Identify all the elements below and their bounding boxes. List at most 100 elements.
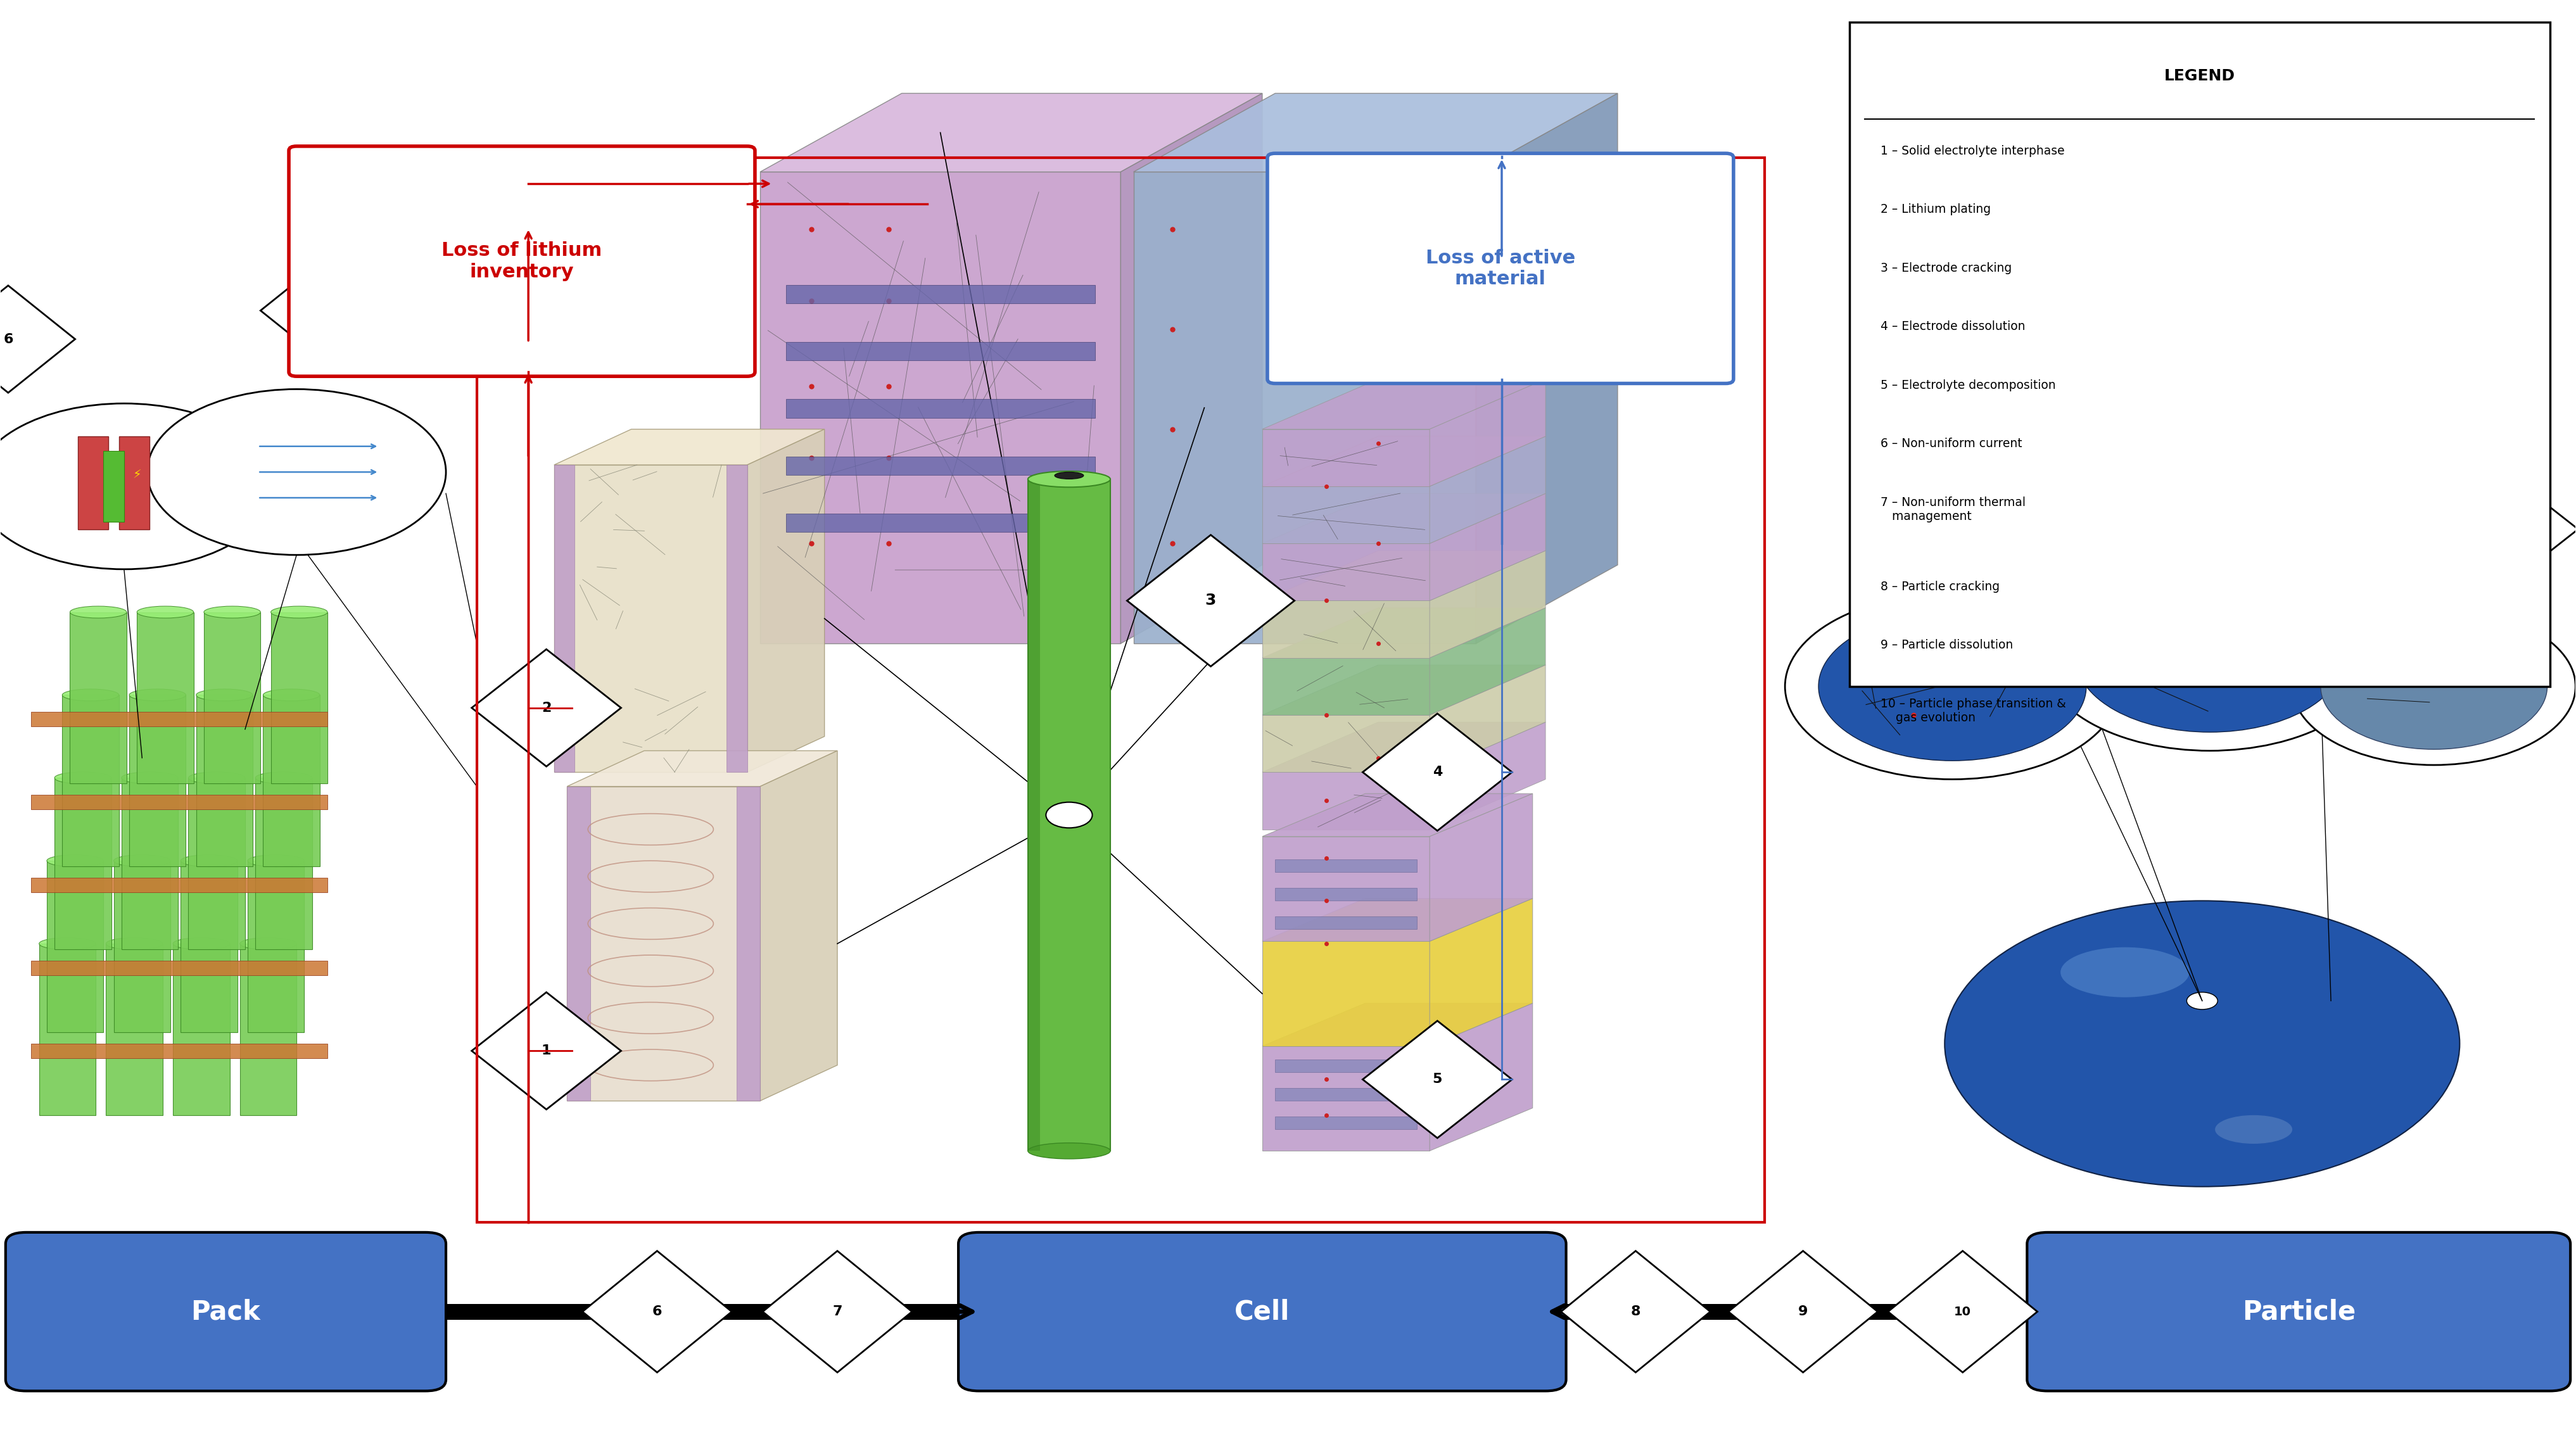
Bar [137, 612, 193, 784]
Text: 10: 10 [2496, 523, 2512, 535]
Polygon shape [1128, 535, 1293, 666]
Bar [103, 450, 124, 522]
Bar [554, 465, 747, 772]
FancyBboxPatch shape [1267, 153, 1734, 383]
Bar [77, 436, 108, 529]
FancyBboxPatch shape [289, 146, 755, 376]
Circle shape [1945, 901, 2460, 1187]
Polygon shape [1852, 470, 2002, 588]
Bar [196, 695, 252, 867]
FancyBboxPatch shape [2027, 1233, 2571, 1391]
Bar [62, 695, 118, 867]
Text: 3: 3 [1206, 593, 1216, 608]
Polygon shape [1363, 1021, 1512, 1138]
Bar [54, 778, 111, 950]
Polygon shape [1262, 493, 1546, 543]
Text: Loss of lithium
inventory: Loss of lithium inventory [440, 242, 603, 282]
Bar [1275, 1088, 1417, 1101]
Bar [786, 342, 1095, 360]
Ellipse shape [255, 772, 312, 784]
FancyBboxPatch shape [1850, 21, 2550, 686]
Ellipse shape [1880, 638, 1945, 664]
Bar [121, 778, 178, 950]
Text: Loss of active
material: Loss of active material [1425, 249, 1577, 289]
Ellipse shape [62, 689, 118, 701]
Bar [70, 612, 126, 784]
Text: 1: 1 [541, 1044, 551, 1057]
Bar [240, 944, 296, 1115]
Text: 9: 9 [1798, 1306, 1808, 1318]
Circle shape [2321, 623, 2548, 749]
Text: 7 – Non-uniform thermal
   management: 7 – Non-uniform thermal management [1880, 496, 2025, 522]
Bar [567, 787, 590, 1101]
Polygon shape [1262, 794, 1533, 837]
Ellipse shape [121, 772, 178, 784]
Bar [1262, 715, 1430, 772]
Bar [737, 787, 760, 1101]
Text: LEGEND: LEGEND [2164, 69, 2236, 84]
FancyBboxPatch shape [958, 1233, 1566, 1391]
Ellipse shape [173, 938, 229, 950]
Polygon shape [1430, 898, 1533, 1047]
Ellipse shape [2215, 1115, 2293, 1144]
Bar [31, 961, 327, 975]
Text: 1 – Solid electrolyte interphase: 1 – Solid electrolyte interphase [1880, 144, 2063, 157]
Bar [786, 513, 1095, 532]
Circle shape [1785, 593, 2120, 779]
Ellipse shape [204, 606, 260, 618]
Bar [1262, 429, 1430, 486]
Circle shape [147, 389, 446, 555]
Bar [31, 712, 327, 726]
Bar [1275, 859, 1417, 872]
Polygon shape [1888, 1251, 2038, 1373]
Text: 7: 7 [322, 305, 332, 317]
Bar [31, 878, 327, 892]
Bar [1028, 479, 1110, 1151]
Ellipse shape [70, 606, 126, 618]
Bar [113, 861, 170, 1032]
Bar [786, 456, 1095, 475]
Text: 8: 8 [1922, 523, 1932, 536]
Polygon shape [1262, 379, 1546, 429]
Bar [1262, 486, 1430, 543]
Text: o₂: o₂ [2499, 645, 2506, 652]
Text: 5: 5 [1432, 1072, 1443, 1085]
Polygon shape [1133, 93, 1618, 172]
Circle shape [2076, 583, 2344, 732]
Text: 3 – Electrode cracking: 3 – Electrode cracking [1880, 262, 2012, 275]
Polygon shape [1363, 714, 1512, 831]
Bar [786, 285, 1095, 303]
Polygon shape [760, 751, 837, 1101]
Bar [270, 612, 327, 784]
Polygon shape [1262, 665, 1546, 715]
Circle shape [1819, 612, 2087, 761]
Text: ⚡: ⚡ [131, 469, 142, 480]
Bar [726, 465, 747, 772]
Ellipse shape [2138, 609, 2202, 635]
Text: 10 – Particle phase transition &
    gas evolution: 10 – Particle phase transition & gas evo… [1880, 698, 2066, 724]
Polygon shape [582, 1251, 732, 1373]
Polygon shape [1262, 436, 1546, 486]
Bar [46, 861, 103, 1032]
Polygon shape [1430, 379, 1546, 486]
Ellipse shape [2061, 947, 2190, 997]
Polygon shape [1430, 493, 1546, 601]
Bar [173, 944, 229, 1115]
Bar [1262, 543, 1430, 601]
Polygon shape [1430, 608, 1546, 715]
Ellipse shape [270, 606, 327, 618]
Bar [1275, 917, 1417, 930]
Text: 4: 4 [1432, 766, 1443, 778]
Circle shape [2293, 608, 2576, 765]
Polygon shape [0, 286, 75, 393]
Polygon shape [260, 257, 394, 365]
Bar [1028, 479, 1041, 1151]
Polygon shape [2136, 442, 2285, 559]
Text: 6: 6 [3, 333, 13, 346]
Polygon shape [1430, 722, 1546, 829]
Polygon shape [554, 429, 824, 465]
Circle shape [1046, 802, 1092, 828]
Polygon shape [471, 992, 621, 1110]
Circle shape [2187, 992, 2218, 1010]
Polygon shape [760, 93, 1262, 172]
